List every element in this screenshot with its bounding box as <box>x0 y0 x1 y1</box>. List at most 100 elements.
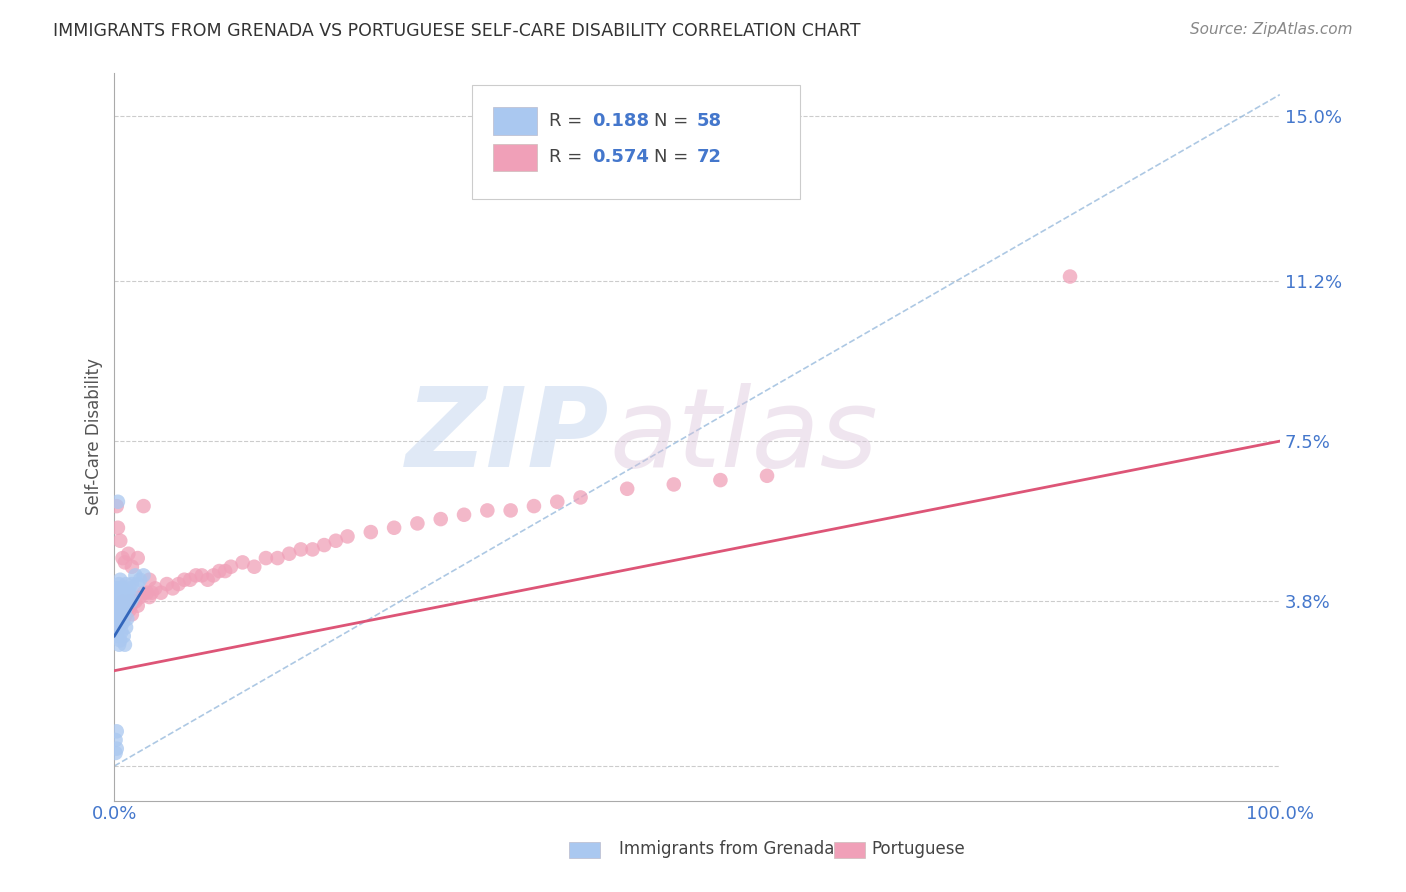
Point <box>105 582 128 596</box>
Point <box>112 629 135 643</box>
Point <box>132 568 155 582</box>
Point <box>136 585 159 599</box>
Point <box>184 568 207 582</box>
Point <box>107 521 129 535</box>
Point <box>112 585 135 599</box>
Point <box>110 594 132 608</box>
Point <box>179 573 201 587</box>
Point <box>156 577 179 591</box>
Point <box>197 573 219 587</box>
Point <box>756 468 779 483</box>
Point <box>111 590 134 604</box>
Point <box>104 746 127 760</box>
Point <box>111 594 134 608</box>
Point <box>105 590 128 604</box>
Point <box>110 607 132 622</box>
Point <box>120 599 142 613</box>
Point <box>115 590 138 604</box>
Point <box>150 585 173 599</box>
Point <box>173 573 195 587</box>
Point <box>115 607 138 622</box>
Text: Immigrants from Grenada: Immigrants from Grenada <box>619 840 834 858</box>
Point <box>105 612 128 626</box>
Point <box>1059 269 1081 284</box>
Text: ZIP: ZIP <box>406 384 610 491</box>
Point <box>115 612 138 626</box>
Point <box>107 582 129 596</box>
Point <box>107 620 129 634</box>
Point <box>129 590 152 604</box>
Point <box>117 585 139 599</box>
Point <box>662 477 685 491</box>
Point <box>546 495 568 509</box>
Point <box>111 599 134 613</box>
Point <box>110 599 132 613</box>
Point <box>108 603 131 617</box>
Point <box>127 551 149 566</box>
Point <box>114 594 136 608</box>
Text: atlas: atlas <box>610 384 879 491</box>
Point <box>107 607 129 622</box>
Point <box>105 599 128 613</box>
Point <box>143 582 166 596</box>
Point <box>266 551 288 566</box>
Text: 72: 72 <box>697 148 723 167</box>
Point <box>124 594 146 608</box>
Point <box>114 603 136 617</box>
Y-axis label: Self-Care Disability: Self-Care Disability <box>86 359 103 516</box>
Point <box>108 577 131 591</box>
Point <box>114 638 136 652</box>
Point <box>214 564 236 578</box>
Point <box>167 577 190 591</box>
Point <box>110 633 132 648</box>
Point <box>382 521 405 535</box>
Point <box>110 573 132 587</box>
Point <box>105 724 128 739</box>
Point <box>191 568 214 582</box>
Point <box>477 503 499 517</box>
Point <box>569 491 592 505</box>
Point <box>129 573 152 587</box>
Point <box>162 582 184 596</box>
Point <box>105 629 128 643</box>
Point <box>121 607 143 622</box>
Point <box>112 612 135 626</box>
FancyBboxPatch shape <box>472 86 800 199</box>
Point <box>114 603 136 617</box>
Point <box>110 590 132 604</box>
Point <box>104 733 127 747</box>
Point <box>453 508 475 522</box>
Point <box>118 582 141 596</box>
Point <box>232 555 254 569</box>
Point <box>141 585 163 599</box>
Text: 0.574: 0.574 <box>592 148 650 167</box>
Point <box>104 594 127 608</box>
Point <box>124 568 146 582</box>
Point <box>120 594 142 608</box>
Point <box>115 620 138 634</box>
Point <box>114 555 136 569</box>
Point <box>616 482 638 496</box>
Point <box>110 599 132 613</box>
Point <box>122 590 145 604</box>
Point <box>429 512 451 526</box>
Point <box>406 516 429 531</box>
Text: Portuguese: Portuguese <box>872 840 966 858</box>
Point <box>110 624 132 639</box>
Point <box>499 503 522 517</box>
Point <box>111 551 134 566</box>
FancyBboxPatch shape <box>494 107 537 135</box>
Text: Source: ZipAtlas.com: Source: ZipAtlas.com <box>1189 22 1353 37</box>
Point <box>104 585 127 599</box>
Point <box>336 529 359 543</box>
Point <box>290 542 312 557</box>
Text: R =: R = <box>550 112 588 130</box>
Point <box>105 607 128 622</box>
Point <box>105 603 128 617</box>
Point <box>111 615 134 630</box>
Text: N =: N = <box>654 148 695 167</box>
Point <box>105 499 128 513</box>
Point <box>117 594 139 608</box>
Point <box>709 473 731 487</box>
Point <box>243 559 266 574</box>
